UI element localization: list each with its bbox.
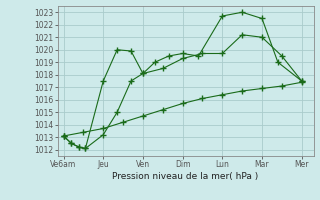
X-axis label: Pression niveau de la mer( hPa ): Pression niveau de la mer( hPa ) — [112, 172, 259, 181]
